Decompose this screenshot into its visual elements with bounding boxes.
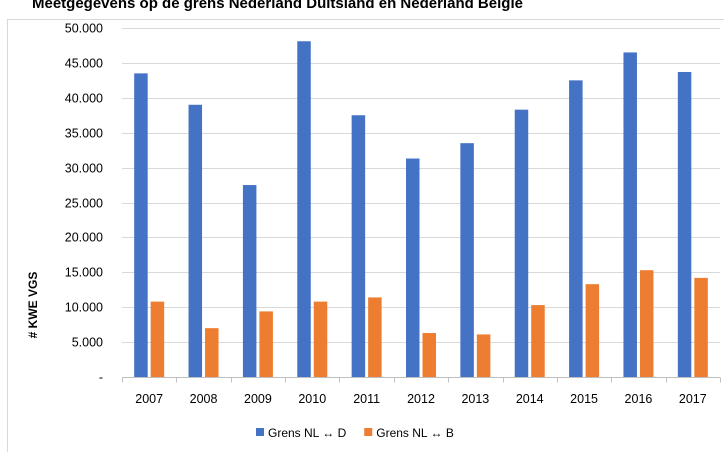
bar-2013-series-2 bbox=[476, 334, 491, 377]
legend-label-1: Grens NL ↔ D bbox=[268, 426, 347, 440]
y-tick-label: - bbox=[99, 371, 103, 385]
bar-2015-series-2 bbox=[585, 284, 600, 377]
bar-2016-series-1 bbox=[623, 52, 637, 378]
y-tick-label: 10.000 bbox=[65, 301, 103, 315]
bar-2011-series-2 bbox=[368, 297, 382, 377]
bar-2012-series-1 bbox=[406, 158, 420, 377]
x-tick-label: 2014 bbox=[516, 392, 544, 406]
bar-2012-series-2 bbox=[422, 333, 436, 377]
bar-2010-series-2 bbox=[313, 301, 328, 377]
y-tick-label: 15.000 bbox=[65, 266, 103, 280]
legend-swatch-1 bbox=[256, 428, 264, 436]
bar-2017-series-1 bbox=[677, 71, 692, 377]
x-tick-label: 2012 bbox=[407, 392, 435, 406]
legend: Grens NL ↔ D Grens NL ↔ B bbox=[256, 426, 454, 440]
chart-title: Meetgegevens op de grens Nederland Duits… bbox=[32, 0, 523, 12]
bar-2015-series-1 bbox=[569, 80, 583, 377]
y-tick-label: 5.000 bbox=[72, 336, 103, 350]
x-tick-label: 2016 bbox=[625, 392, 653, 406]
x-tick-label: 2011 bbox=[353, 392, 380, 406]
x-tick-label: 2015 bbox=[570, 392, 598, 406]
y-tick-label: 30.000 bbox=[65, 162, 103, 176]
y-tick-label: 20.000 bbox=[65, 231, 103, 245]
bar-2017-series-2 bbox=[694, 277, 708, 377]
x-tick-label: 2017 bbox=[679, 392, 707, 406]
y-tick-label: 50.000 bbox=[65, 22, 103, 36]
bar-2013-series-1 bbox=[460, 143, 474, 377]
bar-2016-series-2 bbox=[639, 270, 654, 377]
bar-2007-series-2 bbox=[150, 301, 165, 377]
y-axis-label: # KWE VGS bbox=[26, 272, 40, 339]
legend-swatch-2 bbox=[364, 428, 373, 436]
y-tick-label: 35.000 bbox=[65, 127, 103, 141]
x-tick-label: 2013 bbox=[461, 392, 489, 406]
bar-2009-series-2 bbox=[259, 311, 273, 377]
x-tick-label: 2008 bbox=[190, 392, 218, 406]
x-tick-label: 2009 bbox=[244, 392, 272, 406]
axes: - 5.000 10.000 15.000 20.000 25.000 30.000 35.0… bbox=[65, 22, 721, 406]
y-tick-label: 40.000 bbox=[65, 92, 103, 106]
gridlines bbox=[122, 28, 720, 343]
bar-2010-series-1 bbox=[297, 41, 311, 378]
bar-2008-series-2 bbox=[205, 328, 219, 377]
x-tick-label: 2010 bbox=[298, 392, 326, 406]
bars bbox=[134, 41, 708, 378]
bar-2011-series-1 bbox=[351, 115, 366, 377]
x-tick-label: 2007 bbox=[135, 392, 163, 406]
bar-2008-series-1 bbox=[188, 104, 203, 377]
bar-2007-series-1 bbox=[134, 73, 148, 378]
y-tick-label: 45.000 bbox=[65, 57, 103, 71]
bar-2014-series-2 bbox=[531, 305, 545, 377]
bar-2014-series-1 bbox=[514, 109, 529, 377]
y-tick-label: 25.000 bbox=[65, 197, 103, 211]
bar-2009-series-1 bbox=[242, 185, 257, 377]
chart-frame bbox=[7, 19, 724, 452]
legend-label-2: Grens NL ↔ B bbox=[376, 426, 454, 440]
